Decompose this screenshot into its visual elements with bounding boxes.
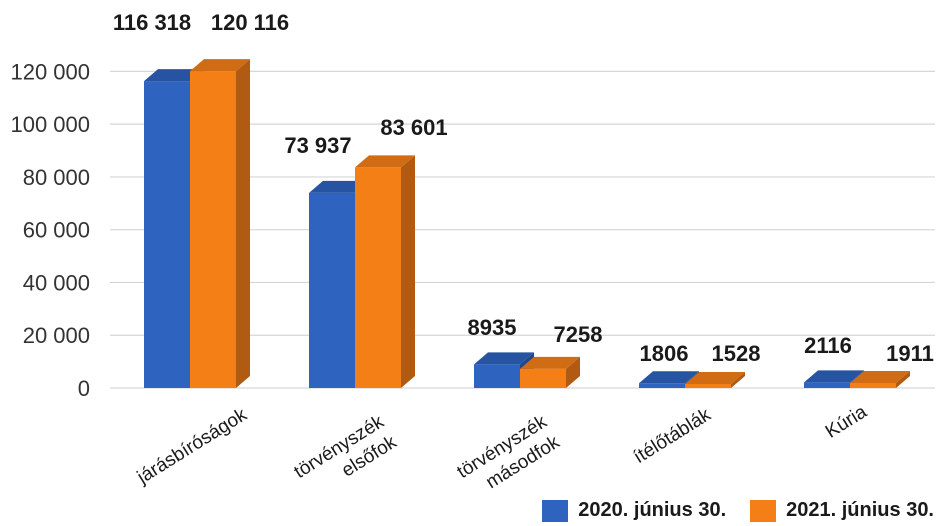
legend: 2020. június 30. 2021. június 30.: [542, 499, 934, 522]
bar-1-2: [520, 356, 580, 388]
y-tick-label: 60 000: [23, 218, 90, 243]
y-tick-label: 40 000: [23, 270, 90, 295]
x-axis: járásbíróságok törvényszékelsőfok törvénys…: [133, 401, 871, 503]
bar-front: [639, 383, 685, 388]
bar-top: [190, 59, 250, 72]
bar-side: [401, 155, 415, 388]
bar-front: [355, 167, 401, 388]
bar-1-4: [850, 370, 910, 388]
bar-1-1: [355, 155, 415, 388]
data-label: 8935: [468, 315, 517, 340]
bar-front: [850, 382, 896, 388]
bar-front: [144, 81, 190, 389]
bar-top: [685, 371, 745, 384]
data-label: 1528: [712, 341, 761, 366]
legend-label-2020: 2020. június 30.: [578, 499, 727, 521]
legend-label-2021: 2021. június 30.: [786, 499, 934, 521]
data-label: 120 116: [211, 10, 289, 35]
bar-1-0: [190, 59, 250, 388]
bar-top: [639, 371, 699, 384]
bar-top: [804, 370, 864, 383]
bar-front: [804, 382, 850, 388]
x-tick-label: járásbíróságok: [133, 404, 251, 489]
x-tick-line: ítélőtáblák: [630, 404, 715, 468]
bar-side: [566, 356, 580, 388]
bar-top: [850, 370, 910, 383]
bar-front: [309, 192, 355, 388]
legend-swatch-2020: [542, 499, 569, 522]
bar-top: [520, 356, 580, 369]
bar-top: [355, 155, 415, 168]
y-tick-label: 0: [78, 376, 90, 401]
data-label: 7258: [554, 322, 603, 347]
x-tick-label: törvényszékmásodfok: [454, 411, 564, 503]
bar-top: [144, 69, 204, 82]
x-tick-line: Kúria: [822, 401, 871, 443]
x-tick-label: Kúria: [822, 401, 871, 443]
y-tick-label: 80 000: [23, 165, 90, 190]
legend-swatch-2021: [750, 499, 777, 522]
bar-front: [520, 368, 566, 388]
y-tick-label: 120 000: [10, 59, 90, 84]
legend-item-2020: 2020. június 30.: [542, 499, 726, 522]
data-label: 1806: [640, 341, 689, 366]
y-tick-label: 100 000: [10, 112, 90, 137]
data-labels: 116 318 73 937 8935 1806 2116 120 116 83 601 72…: [113, 10, 934, 366]
x-tick-label: ítélőtáblák: [630, 404, 715, 468]
data-label: 1911: [886, 341, 934, 366]
bar-top: [474, 352, 534, 365]
bar-side: [731, 371, 745, 388]
bar-front: [685, 383, 731, 388]
y-axis: 0 20 000 40 000 60 000 80 000 100 000 120 000: [10, 59, 90, 401]
legend-item-2021: 2021. június 30.: [750, 499, 934, 522]
x-tick-label: törvényszékelsőfok: [291, 411, 401, 503]
bar-top: [309, 180, 369, 193]
x-tick-line: járásbíróságok: [133, 404, 251, 489]
data-label: 73 937: [284, 133, 351, 158]
data-label: 2116: [804, 333, 852, 358]
bar-side: [896, 370, 910, 388]
data-label: 116 318: [113, 10, 191, 35]
bar-front: [474, 364, 520, 388]
y-tick-label: 20 000: [23, 323, 90, 348]
data-label: 83 601: [380, 115, 447, 140]
bar-series: [144, 59, 910, 389]
bar-front: [190, 71, 236, 388]
bar-1-3: [685, 371, 745, 388]
bar-side: [236, 59, 250, 388]
